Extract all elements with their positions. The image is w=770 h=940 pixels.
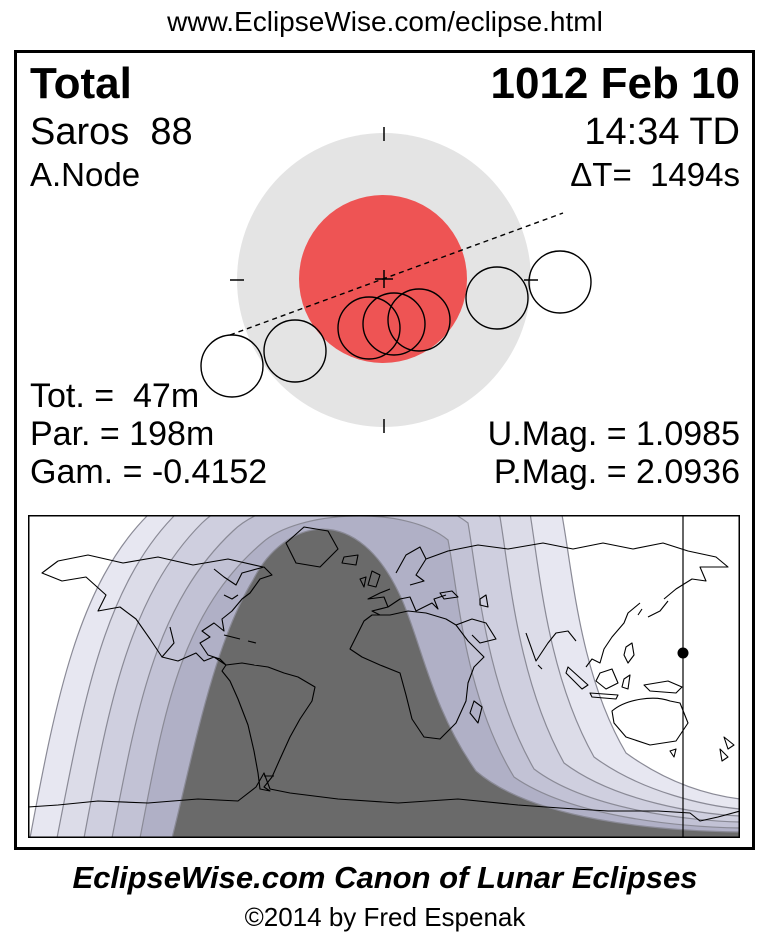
coast-antarctica [28, 772, 740, 822]
plate-footer: EclipseWise.com Canon of Lunar Eclipses … [0, 860, 770, 933]
time-label: 14:34 TD [584, 111, 740, 153]
coast-north-america [41, 554, 273, 666]
coast-se-asia-islands [565, 642, 683, 700]
moon-disk-u4 [465, 266, 529, 330]
umbral-magnitude-label: U.Mag. = 1.0985 [487, 415, 740, 453]
visibility-map [28, 515, 740, 838]
moon-disk-u3 [387, 288, 451, 352]
coast-greenland [285, 526, 359, 568]
coast-africa [349, 610, 485, 740]
shadow-axis-ticks [230, 127, 538, 433]
copyright-line: ©2014 by Fred Espenak [244, 902, 526, 932]
partial-duration-label: Par. = 198m [30, 415, 215, 453]
eclipse-data-plate: Total 1012 Feb 10 Saros 88 14:34 TD A.No… [14, 50, 755, 850]
eclipse-type-label: Total [30, 59, 132, 108]
delta-t-label: ΔT= 1494s [570, 156, 740, 193]
penumbral-magnitude-label: P.Mag. = 2.0936 [493, 453, 740, 491]
coast-asia [425, 542, 729, 670]
canon-title: EclipseWise.com Canon of Lunar Eclipses [72, 860, 698, 895]
sublunar-point-dot [677, 647, 689, 659]
eclipse-geometry-diagram [200, 127, 592, 433]
moon-disk-p1 [200, 334, 264, 398]
map-border [28, 515, 740, 838]
moon-disk-p4 [528, 250, 592, 314]
page-url-title: www.EclipseWise.com/eclipse.html [167, 6, 603, 37]
eclipse-date-label: 1012 Feb 10 [490, 59, 741, 108]
zone-umbra-visible [171, 528, 740, 838]
saros-label: Saros 88 [30, 111, 193, 153]
moon-disk-u2 [337, 296, 401, 360]
coastlines [28, 526, 740, 822]
visibility-zones [29, 515, 740, 838]
moon-path-circles [200, 250, 592, 398]
total-duration-label: Tot. = 47m [30, 377, 200, 415]
node-label: A.Node [30, 156, 141, 193]
gamma-label: Gam. = -0.4152 [30, 453, 268, 491]
moon-disk-greatest [362, 292, 426, 356]
moon-disk-u1 [263, 319, 327, 383]
coast-australia [611, 697, 735, 762]
